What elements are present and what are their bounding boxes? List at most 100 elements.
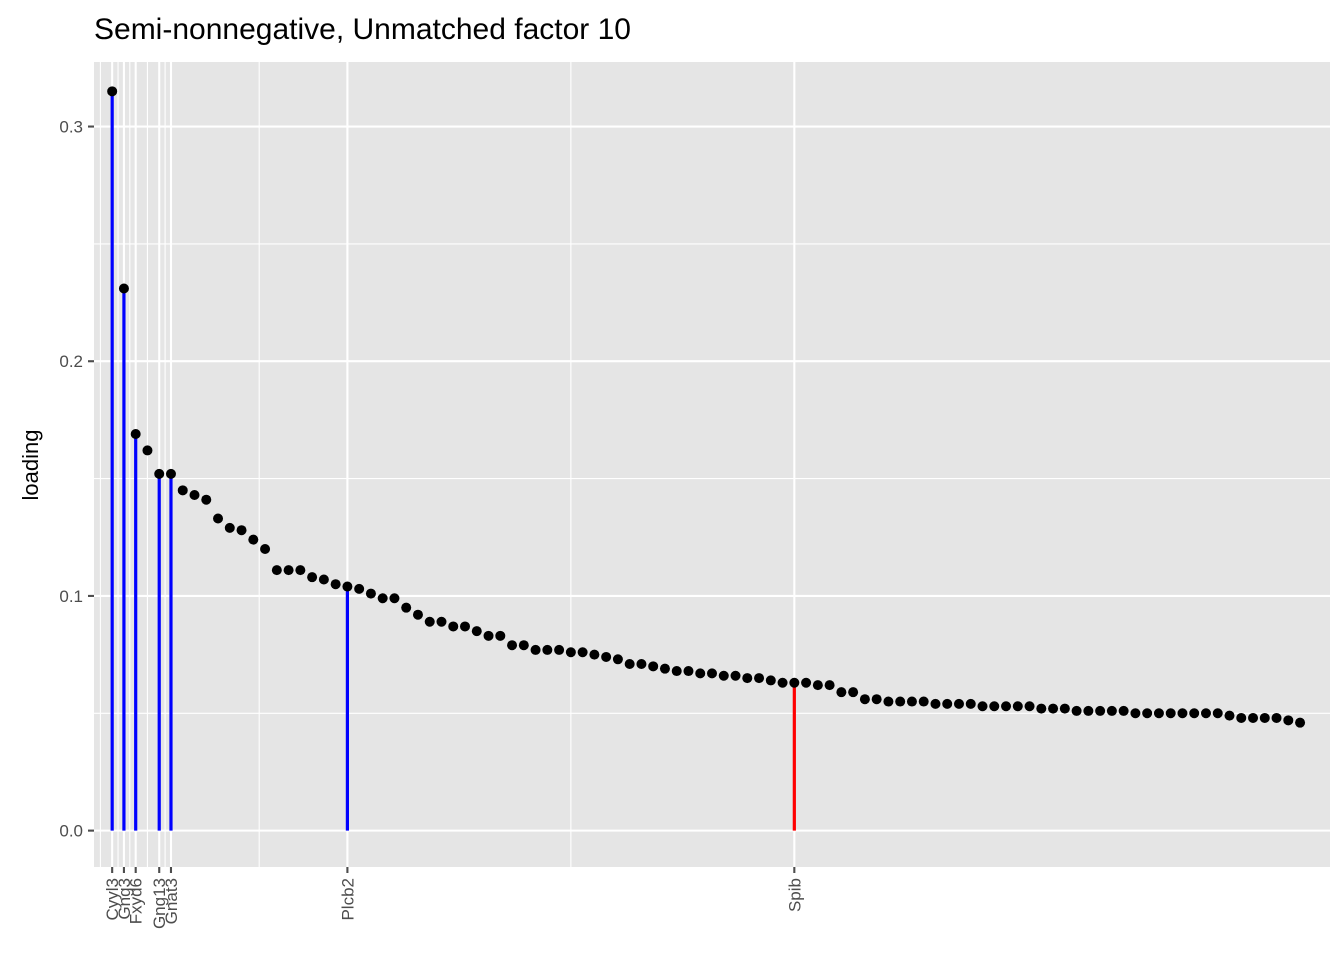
data-point <box>836 687 847 698</box>
plot-panel <box>94 62 1330 867</box>
data-point <box>871 694 882 705</box>
data-point <box>1071 705 1082 716</box>
data-point <box>1248 712 1259 723</box>
data-point <box>201 494 212 505</box>
data-point <box>824 680 835 691</box>
data-point <box>742 673 753 684</box>
data-point <box>1036 703 1047 714</box>
data-point <box>130 428 141 439</box>
data-point <box>659 663 670 674</box>
data-point <box>295 565 306 576</box>
data-point <box>330 579 341 590</box>
data-point <box>918 696 929 707</box>
data-point <box>530 644 541 655</box>
data-point <box>906 696 917 707</box>
data-point <box>471 626 482 637</box>
data-point <box>1259 712 1270 723</box>
x-tick-label-plcb2: Plcb2 <box>338 878 357 921</box>
data-point <box>895 696 906 707</box>
data-point <box>718 670 729 681</box>
data-point <box>1177 708 1188 719</box>
data-point <box>412 609 423 620</box>
data-point <box>1130 708 1141 719</box>
y-tick-label: 0.3 <box>59 118 83 137</box>
data-point <box>401 602 412 613</box>
data-point <box>930 698 941 709</box>
data-point <box>1224 710 1235 721</box>
data-point <box>812 680 823 691</box>
data-point <box>601 651 612 662</box>
data-point <box>365 588 376 599</box>
data-point <box>436 616 447 627</box>
data-point <box>1271 712 1282 723</box>
data-point <box>953 698 964 709</box>
data-point <box>342 581 353 592</box>
y-tick-label: 0.0 <box>59 822 83 841</box>
highlight-stems <box>110 91 796 831</box>
data-point <box>848 687 859 698</box>
data-point <box>801 677 812 688</box>
data-point <box>283 565 294 576</box>
data-point <box>695 668 706 679</box>
data-point <box>1295 717 1306 728</box>
data-point <box>424 616 435 627</box>
data-point <box>154 468 165 479</box>
data-point <box>483 630 494 641</box>
data-point <box>683 666 694 677</box>
data-point <box>859 694 870 705</box>
data-point <box>789 677 800 688</box>
x-tick-label-gnat3: Gnat3 <box>162 878 181 924</box>
data-point <box>1212 708 1223 719</box>
data-point <box>307 572 318 583</box>
data-point <box>507 640 518 651</box>
x-tick-label-gng3: Gng3 <box>115 878 134 920</box>
data-point <box>189 490 200 501</box>
data-point <box>1236 712 1247 723</box>
data-point <box>648 661 659 672</box>
data-point <box>142 445 153 456</box>
data-point <box>213 513 224 524</box>
data-point <box>271 565 282 576</box>
data-point <box>707 668 717 679</box>
data-points <box>107 86 1306 728</box>
data-point <box>518 640 529 651</box>
data-point <box>965 698 976 709</box>
data-point <box>1059 703 1070 714</box>
data-point <box>754 673 765 684</box>
y-tick-label: 0.2 <box>59 352 83 371</box>
data-point <box>730 670 741 681</box>
chart-title: Semi-nonnegative, Unmatched factor 10 <box>94 13 631 46</box>
data-point <box>318 574 329 585</box>
data-point <box>765 675 776 686</box>
y-axis-title: loading <box>18 430 43 501</box>
data-point <box>612 654 623 665</box>
data-point <box>1083 705 1094 716</box>
data-point <box>1106 705 1117 716</box>
x-tick-label-cyyl3: Cyyl3 <box>103 878 122 921</box>
data-point <box>1165 708 1176 719</box>
data-point <box>989 701 1000 712</box>
x-tick-label-spib: Spib <box>785 878 804 912</box>
data-point <box>777 677 788 688</box>
data-point <box>589 649 600 660</box>
data-point <box>1153 708 1164 719</box>
data-point <box>1048 703 1059 714</box>
x-tick-label-gng13: Gng13 <box>150 878 169 929</box>
data-point <box>389 593 400 604</box>
data-point <box>460 621 471 632</box>
data-point <box>354 583 365 594</box>
data-point <box>165 468 176 479</box>
data-point <box>1118 705 1129 716</box>
data-point <box>1283 715 1294 726</box>
data-point <box>883 696 894 707</box>
data-point <box>942 698 953 709</box>
data-point <box>542 644 553 655</box>
data-point <box>1024 701 1035 712</box>
data-point <box>495 630 506 641</box>
data-point <box>224 522 235 533</box>
data-point <box>377 593 388 604</box>
data-point <box>671 666 682 677</box>
data-point <box>636 658 647 669</box>
